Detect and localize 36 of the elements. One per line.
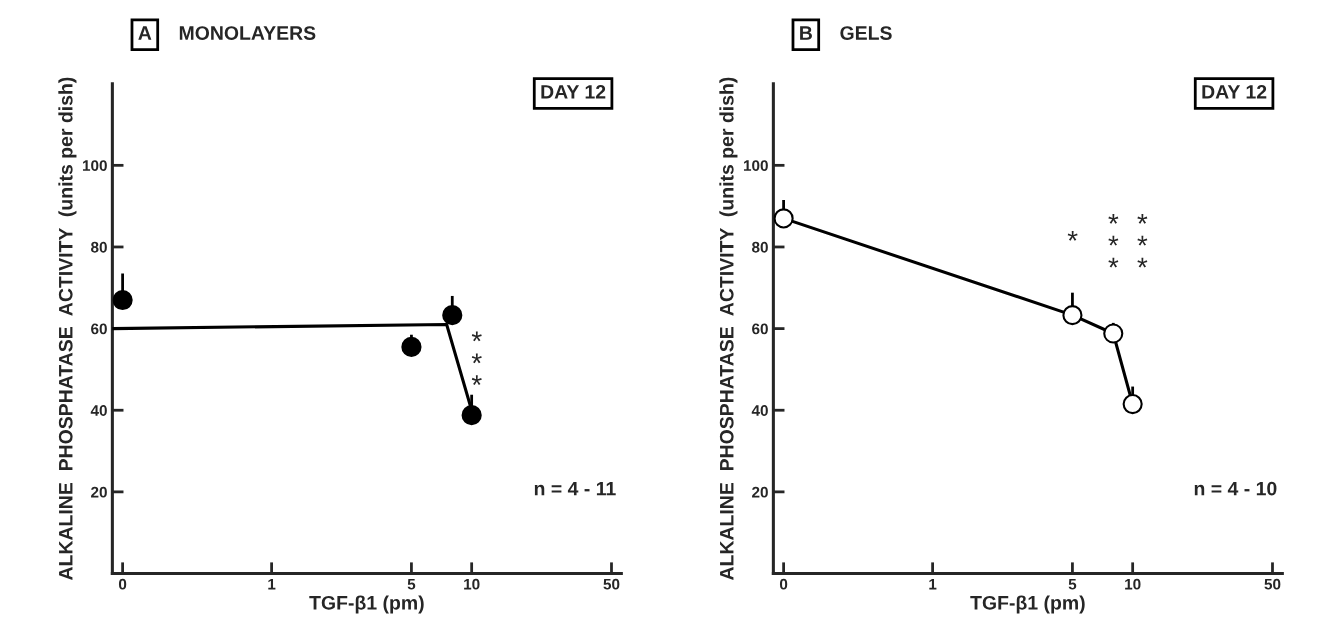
x-axis-title: TGF-β1 (pm) (970, 595, 1085, 614)
y-tick-label: 20 (91, 486, 107, 498)
annotation: DAY 12 (1202, 84, 1267, 99)
y-tick-label: 60 (752, 323, 768, 335)
y-tick-label: 60 (91, 323, 107, 335)
x-tick-label: 10 (464, 578, 480, 590)
y-tick-label: 80 (752, 241, 768, 253)
x-tick-label: 1 (929, 578, 937, 590)
chart-title: MONOLAYERS (179, 26, 316, 40)
y-tick-label: 100 (82, 160, 107, 172)
x-tick-label: 1 (268, 578, 276, 590)
x-tick-label: 10 (1125, 578, 1141, 590)
text: B (800, 26, 812, 40)
x-tick-label: 0 (118, 578, 127, 590)
y-axis-title: ALKALINE PHOSPHATASE ACTIVITY (units per dish) (719, 77, 738, 581)
y-tick-label: 20 (752, 486, 768, 498)
annotation: DAY 12 (541, 84, 606, 99)
x-tick-label: 5 (1068, 578, 1077, 590)
chart-title: GELS (840, 26, 892, 40)
x-tick-label: 50 (1264, 578, 1281, 590)
y-tick-label: 40 (90, 405, 107, 416)
x-tick-label: 5 (407, 578, 416, 590)
annotation: n = 4 - 11 (534, 481, 616, 496)
x-tick-label: 50 (603, 578, 620, 590)
annotation: * * * (471, 331, 482, 386)
y-tick-label: 80 (91, 241, 107, 253)
x-axis-title: TGF-β1 (pm) (309, 595, 424, 614)
annotation: * (1067, 230, 1078, 241)
y-tick-label: 40 (751, 405, 768, 416)
annotation: n = 4 - 10 (1194, 481, 1277, 496)
annotation: * * * (1137, 213, 1148, 268)
text: A (138, 26, 152, 40)
annotation: * * * (1108, 213, 1119, 268)
x-tick-label: 0 (779, 578, 788, 590)
y-axis-title: ALKALINE PHOSPHATASE ACTIVITY (units per dish) (58, 77, 77, 581)
y-tick-label: 100 (743, 160, 768, 172)
